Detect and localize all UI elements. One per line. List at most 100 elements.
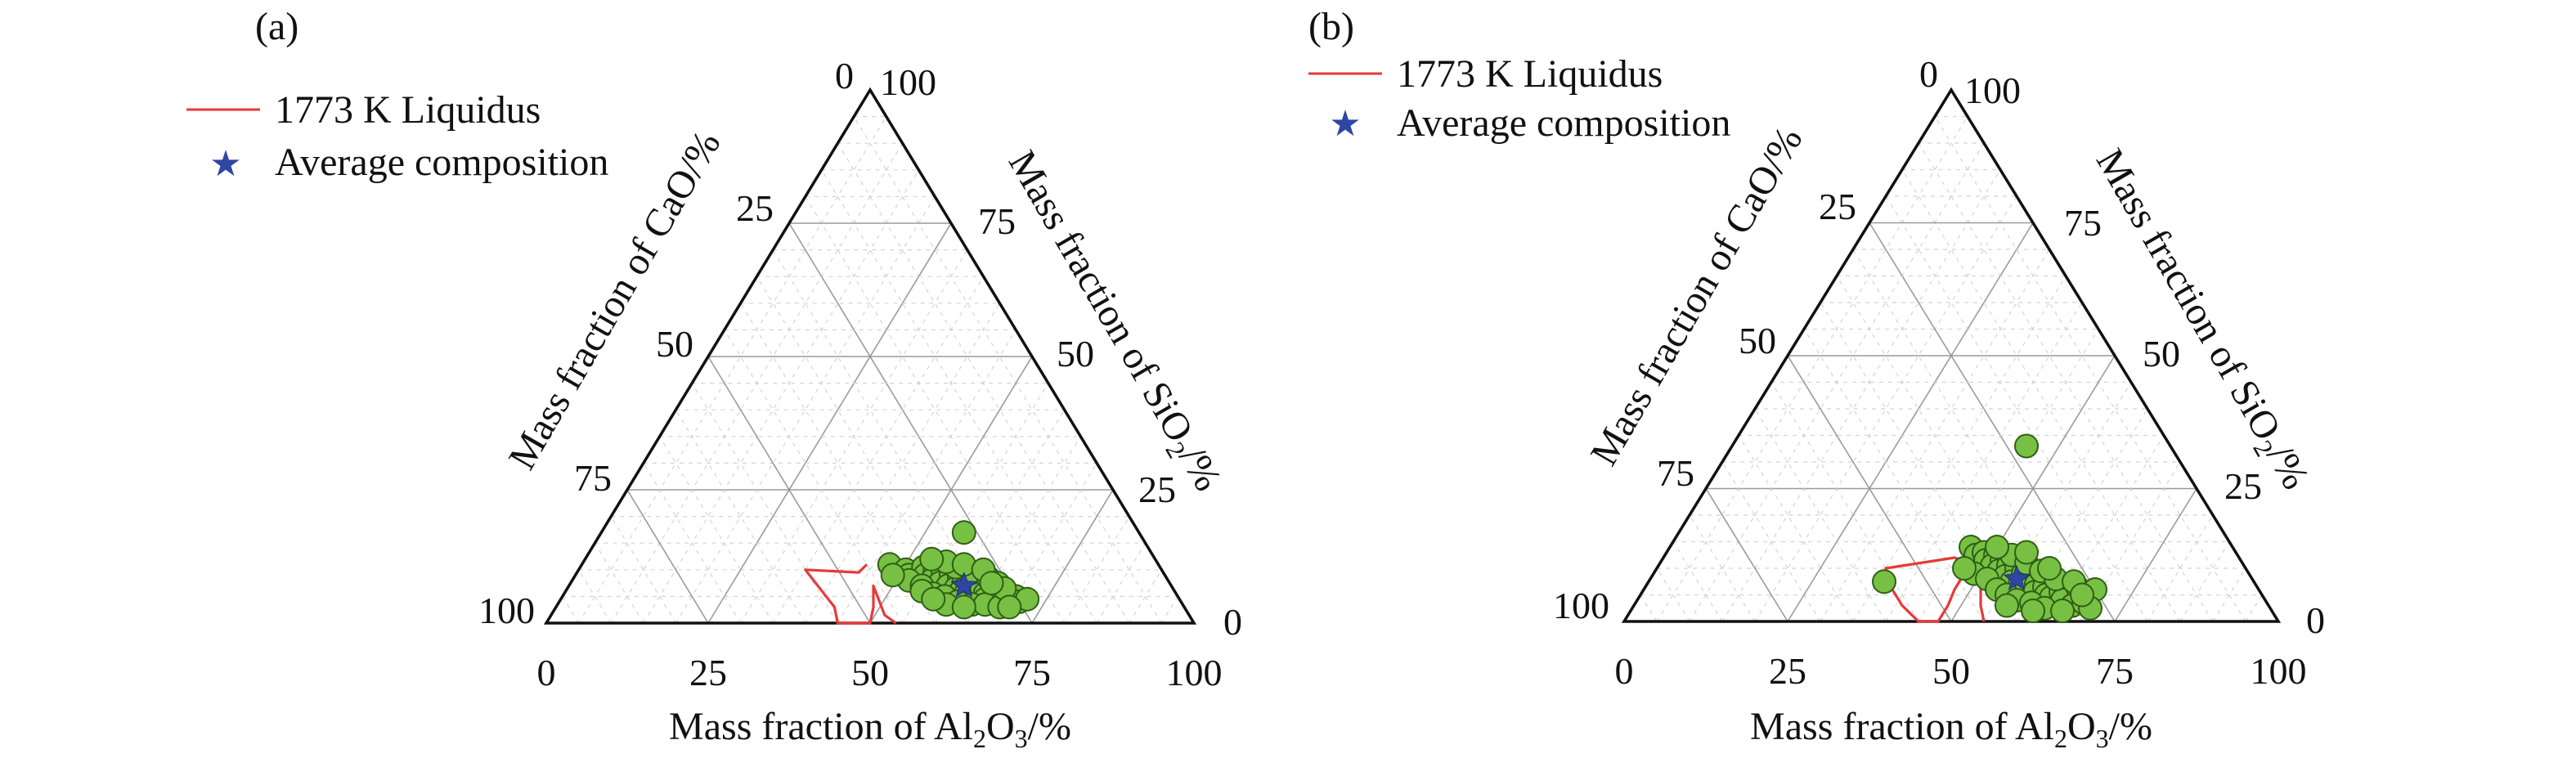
grid-line-cao	[659, 436, 774, 624]
left-tick: 25	[1819, 186, 1856, 227]
grid-line-cao	[578, 569, 612, 624]
ternary-panel-a: (a) 1773 K Liquidus ★ Average compositio…	[186, 5, 1242, 753]
grid-line-cao	[610, 516, 676, 624]
grid-line-al2o3	[1754, 195, 2017, 622]
left-tick: 0	[1919, 53, 1938, 95]
composition-point	[2070, 582, 2094, 608]
left-axis-ticks: 0 25 50 75 100	[1553, 53, 1938, 626]
bottom-tick: 100	[1166, 652, 1223, 693]
ternary-frame	[1621, 87, 2282, 623]
grid-line-cao	[1721, 461, 1821, 622]
right-tick: 100	[1964, 70, 2021, 111]
bottom-axis-ticks: 0 25 50 75 100	[1615, 650, 2307, 692]
composition-point	[951, 520, 976, 545]
right-tick: 25	[1138, 469, 1176, 510]
composition-point	[1872, 569, 1896, 594]
grid-line-cao	[1656, 567, 1690, 622]
left-tick: 75	[1657, 452, 1694, 494]
grid-line-al2o3	[2114, 488, 2197, 622]
bottom-tick: 25	[689, 652, 727, 693]
legend-average-label: Average composition	[1397, 101, 1730, 145]
average-composition-marker	[2003, 564, 2031, 590]
grid-line-cao	[1885, 195, 2148, 622]
grid-line-cao	[594, 542, 644, 624]
grid-line-cao	[1901, 169, 2181, 622]
average-composition-marker	[950, 572, 978, 598]
bottom-tick: 100	[2251, 650, 2307, 692]
grid-line-cao	[562, 596, 580, 624]
left-tick: 100	[478, 590, 535, 631]
grid-line-al2o3	[1787, 222, 2034, 622]
grid-line-cao	[1787, 355, 1952, 622]
right-tick: 0	[1223, 601, 1242, 643]
legend-liquidus-label: 1773 K Liquidus	[275, 88, 541, 132]
liquidus-line	[804, 563, 897, 625]
grid-line-al2o3	[1160, 596, 1178, 624]
left-tick: 50	[1739, 320, 1776, 361]
grid-line-cao	[626, 489, 709, 624]
left-tick: 50	[656, 323, 693, 365]
grid-line-al2o3	[707, 222, 952, 624]
composition-point	[2014, 433, 2039, 459]
bottom-tick: 50	[851, 652, 889, 693]
composition-point	[1995, 593, 2019, 618]
composition-point	[2050, 599, 2075, 623]
grid-line-al2o3	[2212, 567, 2246, 622]
grid-line-cao	[724, 330, 904, 624]
grid-line-al2o3	[643, 169, 919, 624]
right-axis-title-sio2: Mass fraction of SiO2/%	[2084, 141, 2318, 499]
composition-points	[877, 520, 1040, 620]
bottom-tick: 75	[1013, 652, 1051, 693]
grid-line-al2o3	[1031, 489, 1114, 624]
composition-point	[921, 586, 946, 612]
grid-line-al2o3	[1096, 542, 1147, 624]
composition-point	[2014, 540, 2039, 565]
composition-point	[919, 546, 945, 572]
grid-line-al2o3	[1656, 116, 1968, 622]
grid-line-cao	[853, 116, 1162, 624]
grid-line-al2o3	[2081, 461, 2181, 622]
composition-point	[1952, 556, 1977, 581]
grid-line-cao	[643, 463, 742, 624]
x-axis-title-al2o3: Mass fraction of Al2O3/%	[1750, 705, 2152, 753]
grid-line-al2o3	[1918, 329, 2099, 622]
grid-line-cao	[1689, 514, 1756, 622]
composition-point	[2037, 556, 2062, 581]
grid-line-cao	[707, 356, 871, 624]
grid-line-cao	[691, 383, 838, 624]
grid-line-al2o3	[934, 409, 1066, 624]
grid-line-al2o3	[2147, 514, 2214, 622]
legend: 1773 K Liquidus ★ Average composition	[186, 88, 608, 184]
ternary-grid	[1640, 115, 2263, 622]
right-tick: 75	[2064, 202, 2102, 244]
average-star	[2003, 564, 2031, 590]
composition-point	[2021, 599, 2045, 623]
composition-point	[951, 594, 976, 620]
legend-average-star: ★	[1329, 104, 1361, 144]
panel-label: (b)	[1308, 5, 1354, 48]
bottom-tick: 50	[1932, 650, 1970, 692]
grid-line-al2o3	[578, 116, 887, 624]
left-axis-ticks: 0 25 50 75 100	[478, 55, 854, 631]
left-tick: 25	[736, 187, 774, 229]
left-tick: 0	[835, 55, 854, 96]
grid-line-al2o3	[2016, 408, 2148, 622]
bottom-tick: 25	[1769, 650, 1806, 692]
grid-line-cao	[1770, 382, 1919, 622]
grid-line-al2o3	[1129, 569, 1162, 624]
grid-line-cao	[821, 169, 1097, 624]
composition-point	[1985, 535, 2009, 559]
grid-line-cao	[1705, 488, 1788, 622]
legend-average-label: Average composition	[275, 141, 608, 184]
legend: 1773 K Liquidus ★ Average composition	[1308, 52, 1730, 145]
panel-label: (a)	[255, 5, 298, 48]
right-axis-ticks: 100 75 50 25 0	[880, 61, 1242, 643]
bottom-tick: 0	[537, 652, 556, 693]
right-tick: 0	[2306, 599, 2325, 641]
grid-line-cao	[788, 222, 1033, 624]
left-tick: 75	[574, 457, 612, 499]
grid-line-cao	[1738, 435, 1854, 622]
right-tick: 100	[880, 61, 936, 103]
right-tick: 50	[1057, 333, 1094, 375]
